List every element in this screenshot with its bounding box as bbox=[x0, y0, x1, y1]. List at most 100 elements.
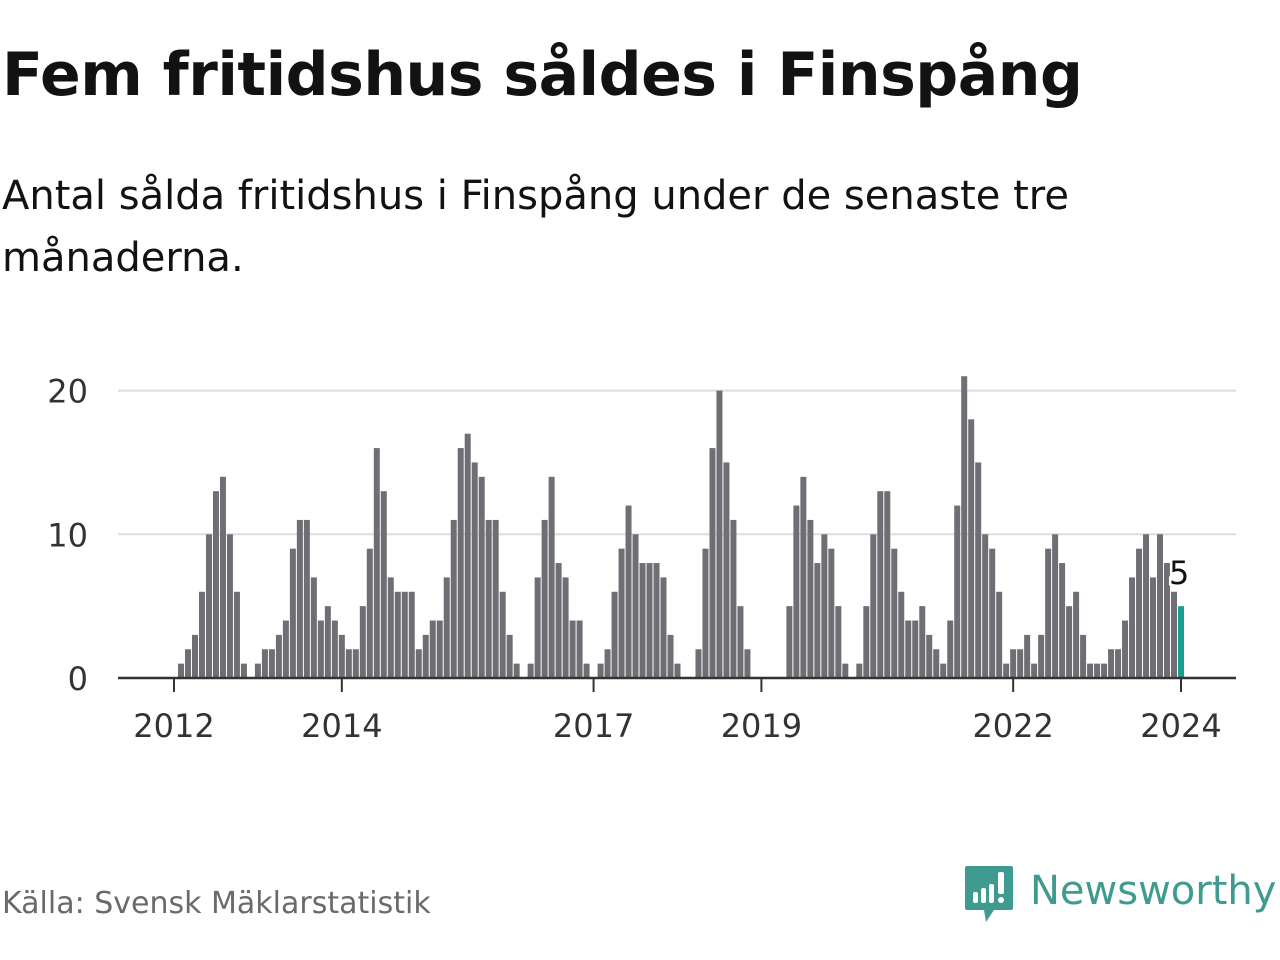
bar bbox=[457, 448, 464, 678]
bar bbox=[1143, 534, 1150, 678]
bar bbox=[933, 649, 940, 678]
bar bbox=[597, 663, 604, 678]
bar bbox=[569, 620, 576, 678]
bar bbox=[667, 634, 674, 678]
y-tick-label: 20 bbox=[47, 373, 88, 411]
bar bbox=[842, 663, 849, 678]
bar bbox=[380, 491, 387, 678]
bar bbox=[310, 577, 317, 678]
bar bbox=[394, 591, 401, 678]
bar bbox=[982, 534, 989, 678]
bar bbox=[814, 563, 821, 678]
bar bbox=[800, 476, 807, 678]
newsworthy-logo-icon bbox=[965, 866, 1013, 922]
bar bbox=[1073, 591, 1080, 678]
bar bbox=[947, 620, 954, 678]
bar bbox=[513, 663, 520, 678]
bar bbox=[912, 620, 919, 678]
bar bbox=[373, 448, 380, 678]
bar bbox=[275, 634, 282, 678]
bar bbox=[583, 663, 590, 678]
bar bbox=[471, 462, 478, 678]
bar bbox=[870, 534, 877, 678]
x-tick-label: 2012 bbox=[133, 707, 214, 745]
bar bbox=[1170, 591, 1177, 678]
bar bbox=[975, 462, 982, 678]
bar bbox=[240, 663, 247, 678]
bar bbox=[212, 491, 219, 678]
bar bbox=[226, 534, 233, 678]
bar bbox=[1164, 563, 1171, 678]
x-tick-label: 2019 bbox=[721, 707, 802, 745]
bar bbox=[254, 663, 261, 678]
bar bbox=[828, 548, 835, 678]
bar bbox=[898, 591, 905, 678]
bar bbox=[856, 663, 863, 678]
chart-subtitle: Antal sålda fritidshus i Finspång under … bbox=[2, 173, 1069, 281]
bar bbox=[219, 476, 226, 678]
bar bbox=[639, 563, 646, 678]
bar bbox=[191, 634, 198, 678]
bar bbox=[877, 491, 884, 678]
bar bbox=[478, 476, 485, 678]
bar bbox=[723, 462, 730, 678]
bar bbox=[1150, 577, 1157, 678]
bar bbox=[499, 591, 506, 678]
bar bbox=[492, 519, 499, 678]
bar bbox=[1129, 577, 1136, 678]
bar bbox=[961, 376, 968, 678]
bar bbox=[289, 548, 296, 678]
bar bbox=[268, 649, 275, 678]
bar bbox=[1017, 649, 1024, 678]
x-tick-label: 2024 bbox=[1140, 707, 1221, 745]
bar bbox=[338, 634, 345, 678]
bar bbox=[968, 419, 975, 678]
bar bbox=[345, 649, 352, 678]
x-tick-label: 2014 bbox=[301, 707, 382, 745]
bar bbox=[443, 577, 450, 678]
bar bbox=[744, 649, 751, 678]
y-tick-label: 10 bbox=[47, 516, 88, 554]
bar bbox=[464, 433, 471, 678]
bar bbox=[737, 606, 744, 678]
logo-text: Newsworthy bbox=[1030, 868, 1277, 914]
bar bbox=[555, 563, 562, 678]
bar bbox=[205, 534, 212, 678]
bar bbox=[366, 548, 373, 678]
bar bbox=[1059, 563, 1066, 678]
bar bbox=[485, 519, 492, 678]
bar bbox=[541, 519, 548, 678]
bar bbox=[996, 591, 1003, 678]
bar bbox=[408, 591, 415, 678]
bar bbox=[954, 505, 961, 678]
bar bbox=[1052, 534, 1059, 678]
bar bbox=[387, 577, 394, 678]
bar bbox=[1010, 649, 1017, 678]
bar bbox=[1003, 663, 1010, 678]
newsworthy-logo[interactable]: Newsworthy bbox=[964, 864, 1276, 924]
bar bbox=[625, 505, 632, 678]
bar bbox=[604, 649, 611, 678]
bar bbox=[548, 476, 555, 678]
bar bbox=[331, 620, 338, 678]
bar bbox=[1157, 534, 1164, 678]
bar bbox=[618, 548, 625, 678]
bar bbox=[562, 577, 569, 678]
bar bbox=[1031, 663, 1038, 678]
bar bbox=[450, 519, 457, 678]
bar bbox=[359, 606, 366, 678]
bar bbox=[891, 548, 898, 678]
bar bbox=[653, 563, 660, 678]
bar bbox=[926, 634, 933, 678]
y-tick-label: 0 bbox=[68, 660, 88, 698]
bar bbox=[198, 591, 205, 678]
bar bbox=[660, 577, 667, 678]
bar bbox=[527, 663, 534, 678]
bar bbox=[317, 620, 324, 678]
chart-title: Fem fritidshus såldes i Finspång bbox=[2, 40, 1083, 110]
bar bbox=[177, 663, 184, 678]
bar bbox=[1136, 548, 1143, 678]
bar bbox=[1038, 634, 1045, 678]
bar bbox=[1108, 649, 1115, 678]
